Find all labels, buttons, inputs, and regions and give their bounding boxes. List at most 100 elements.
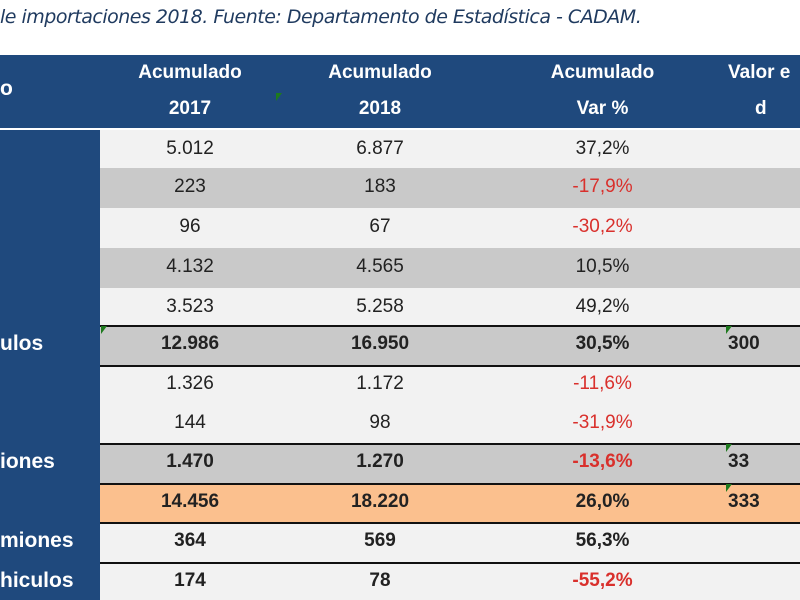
row-label: miones bbox=[0, 522, 100, 562]
header-var-line2: Var % bbox=[576, 98, 629, 119]
cell-2018: 4.565 bbox=[356, 256, 404, 277]
table-row: hiculos 174 78 -55,2% bbox=[0, 562, 800, 600]
row-label bbox=[0, 130, 100, 168]
cell-valor bbox=[725, 208, 800, 248]
cell-2018: 569 bbox=[364, 530, 396, 551]
header-2018-line1: Acumulado bbox=[328, 62, 432, 83]
table-row: 5.012 6.877 37,2% bbox=[0, 130, 800, 168]
table-row: 1.326 1.172 -11,6% bbox=[0, 365, 800, 404]
row-background bbox=[100, 365, 800, 404]
row-background bbox=[100, 404, 800, 443]
cell-2017: 364 bbox=[174, 530, 206, 551]
cell-var: -55,2% bbox=[572, 570, 633, 591]
cell-var: -30,2% bbox=[572, 216, 633, 237]
cell-valor bbox=[725, 562, 800, 600]
cell-2018: 183 bbox=[364, 176, 396, 197]
cell-var: 56,3% bbox=[575, 530, 630, 551]
cell-2018: 78 bbox=[369, 570, 391, 591]
cell-valor bbox=[725, 248, 800, 288]
cell-2017: 12.986 bbox=[160, 333, 220, 354]
comment-marker-icon bbox=[726, 326, 732, 334]
header-valor-line2: d bbox=[755, 98, 767, 119]
comment-marker-icon bbox=[726, 444, 732, 452]
table-row: iones 1.470 1.270 -13,6% 33 bbox=[0, 443, 800, 483]
cell-valor: 300 bbox=[728, 333, 760, 354]
row-label: hiculos bbox=[0, 562, 100, 600]
cell-valor: 33 bbox=[728, 451, 750, 472]
row-background bbox=[100, 130, 800, 168]
cell-valor bbox=[725, 288, 800, 325]
cell-2018: 5.258 bbox=[356, 296, 404, 317]
table-header: o Acumulado 2017 Acumulado 2018 Acumulad… bbox=[0, 55, 800, 128]
cell-valor: 333 bbox=[728, 491, 760, 512]
row-label bbox=[0, 288, 100, 325]
cell-var: -17,9% bbox=[572, 176, 633, 197]
table-row: ulos 12.986 16.950 30,5% 300 bbox=[0, 325, 800, 365]
cell-2017: 5.012 bbox=[166, 138, 214, 159]
row-background bbox=[100, 325, 800, 365]
cell-2018: 16.950 bbox=[350, 333, 410, 354]
row-label bbox=[0, 168, 100, 208]
cell-var: -31,9% bbox=[572, 412, 633, 433]
row-label: iones bbox=[0, 443, 100, 483]
row-label: ulos bbox=[0, 325, 100, 365]
header-var-line1: Acumulado bbox=[550, 62, 655, 83]
cell-2018: 98 bbox=[369, 412, 391, 433]
row-label bbox=[0, 365, 100, 404]
header-2017-line1: Acumulado bbox=[138, 62, 242, 83]
table-row: miones 364 569 56,3% bbox=[0, 522, 800, 562]
cell-2018: 6.877 bbox=[356, 138, 404, 159]
cell-2017: 223 bbox=[174, 176, 206, 197]
cell-var: -13,6% bbox=[572, 451, 633, 472]
cell-var: -11,6% bbox=[573, 373, 632, 394]
cell-var: 10,5% bbox=[575, 256, 630, 277]
cell-2018: 1.270 bbox=[356, 451, 404, 472]
header-2017-line2: 2017 bbox=[168, 98, 212, 119]
table-row: 96 67 -30,2% bbox=[0, 208, 800, 248]
comment-marker-icon bbox=[726, 484, 732, 492]
cell-2017: 1.470 bbox=[166, 451, 214, 472]
row-label bbox=[0, 248, 100, 288]
table-row: 223 183 -17,9% bbox=[0, 168, 800, 208]
cell-2017: 3.523 bbox=[166, 296, 214, 317]
table-row: 4.132 4.565 10,5% bbox=[0, 248, 800, 288]
cell-var: 49,2% bbox=[575, 296, 630, 317]
cell-valor bbox=[725, 404, 800, 443]
table-row: 14.456 18.220 26,0% 333 bbox=[0, 483, 800, 522]
cell-2017: 4.132 bbox=[166, 256, 214, 277]
comment-marker-icon bbox=[276, 93, 282, 101]
cell-var: 30,5% bbox=[575, 333, 630, 354]
cell-var: 26,0% bbox=[575, 491, 630, 512]
header-col0: o bbox=[0, 77, 13, 100]
cell-2018: 1.172 bbox=[356, 373, 404, 394]
row-background bbox=[100, 562, 800, 600]
cell-2017: 14.456 bbox=[160, 491, 220, 512]
cell-valor bbox=[725, 365, 800, 404]
cell-2017: 96 bbox=[179, 216, 201, 237]
comment-marker-icon bbox=[101, 326, 107, 334]
row-background bbox=[100, 288, 800, 325]
row-background bbox=[100, 248, 800, 288]
cell-2018: 67 bbox=[369, 216, 391, 237]
row-label bbox=[0, 483, 100, 522]
cell-2017: 144 bbox=[174, 412, 206, 433]
row-background bbox=[100, 522, 800, 562]
row-background bbox=[100, 168, 800, 208]
cell-var: 37,2% bbox=[575, 138, 630, 159]
header-valor-line1: Valor e bbox=[728, 62, 791, 83]
table-caption: le importaciones 2018. Fuente: Departame… bbox=[0, 6, 642, 28]
cell-valor bbox=[725, 130, 800, 168]
table-row: 3.523 5.258 49,2% bbox=[0, 288, 800, 325]
row-background bbox=[100, 443, 800, 483]
cell-valor bbox=[725, 522, 800, 562]
cell-2018: 18.220 bbox=[350, 491, 410, 512]
cell-2017: 1.326 bbox=[166, 373, 214, 394]
row-background bbox=[100, 483, 800, 522]
cell-valor bbox=[725, 168, 800, 208]
row-label bbox=[0, 208, 100, 248]
table-row: 144 98 -31,9% bbox=[0, 404, 800, 443]
header-2018-line2: 2018 bbox=[358, 98, 402, 119]
row-background bbox=[100, 208, 800, 248]
row-label bbox=[0, 404, 100, 443]
cell-2017: 174 bbox=[174, 570, 206, 591]
